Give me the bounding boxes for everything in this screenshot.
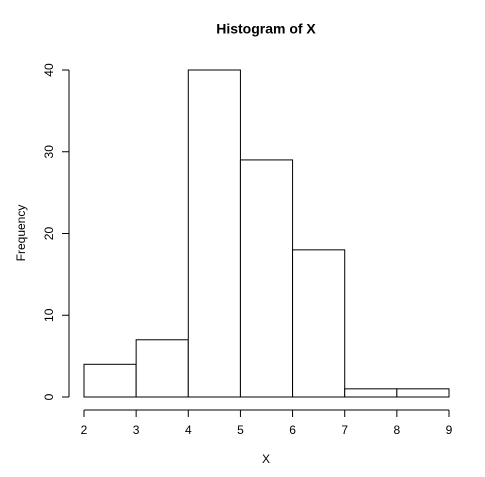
bar	[239, 159, 294, 398]
x-tick-label: 4	[185, 423, 192, 437]
y-tick-label: 40	[42, 63, 56, 77]
y-axis-label: Frequency	[14, 205, 28, 262]
x-tick-label: 6	[289, 423, 296, 437]
bar	[344, 388, 398, 398]
chart-title: Histogram of X	[216, 21, 316, 37]
x-tick-label: 5	[237, 423, 244, 437]
bar	[187, 69, 241, 398]
x-tick-label: 9	[446, 423, 453, 437]
x-tick-label: 7	[341, 423, 348, 437]
x-axis-label: X	[262, 452, 270, 466]
x-tick-label: 3	[133, 423, 140, 437]
y-tick-label: 30	[42, 145, 56, 159]
bar	[135, 339, 189, 398]
y-tick-label: 0	[42, 393, 56, 400]
x-tick-label: 2	[81, 423, 88, 437]
bar	[292, 249, 346, 398]
y-tick-label: 20	[42, 227, 56, 241]
bar	[396, 388, 450, 398]
bar	[83, 363, 137, 398]
y-tick-label: 10	[42, 308, 56, 322]
x-tick-label: 8	[394, 423, 401, 437]
